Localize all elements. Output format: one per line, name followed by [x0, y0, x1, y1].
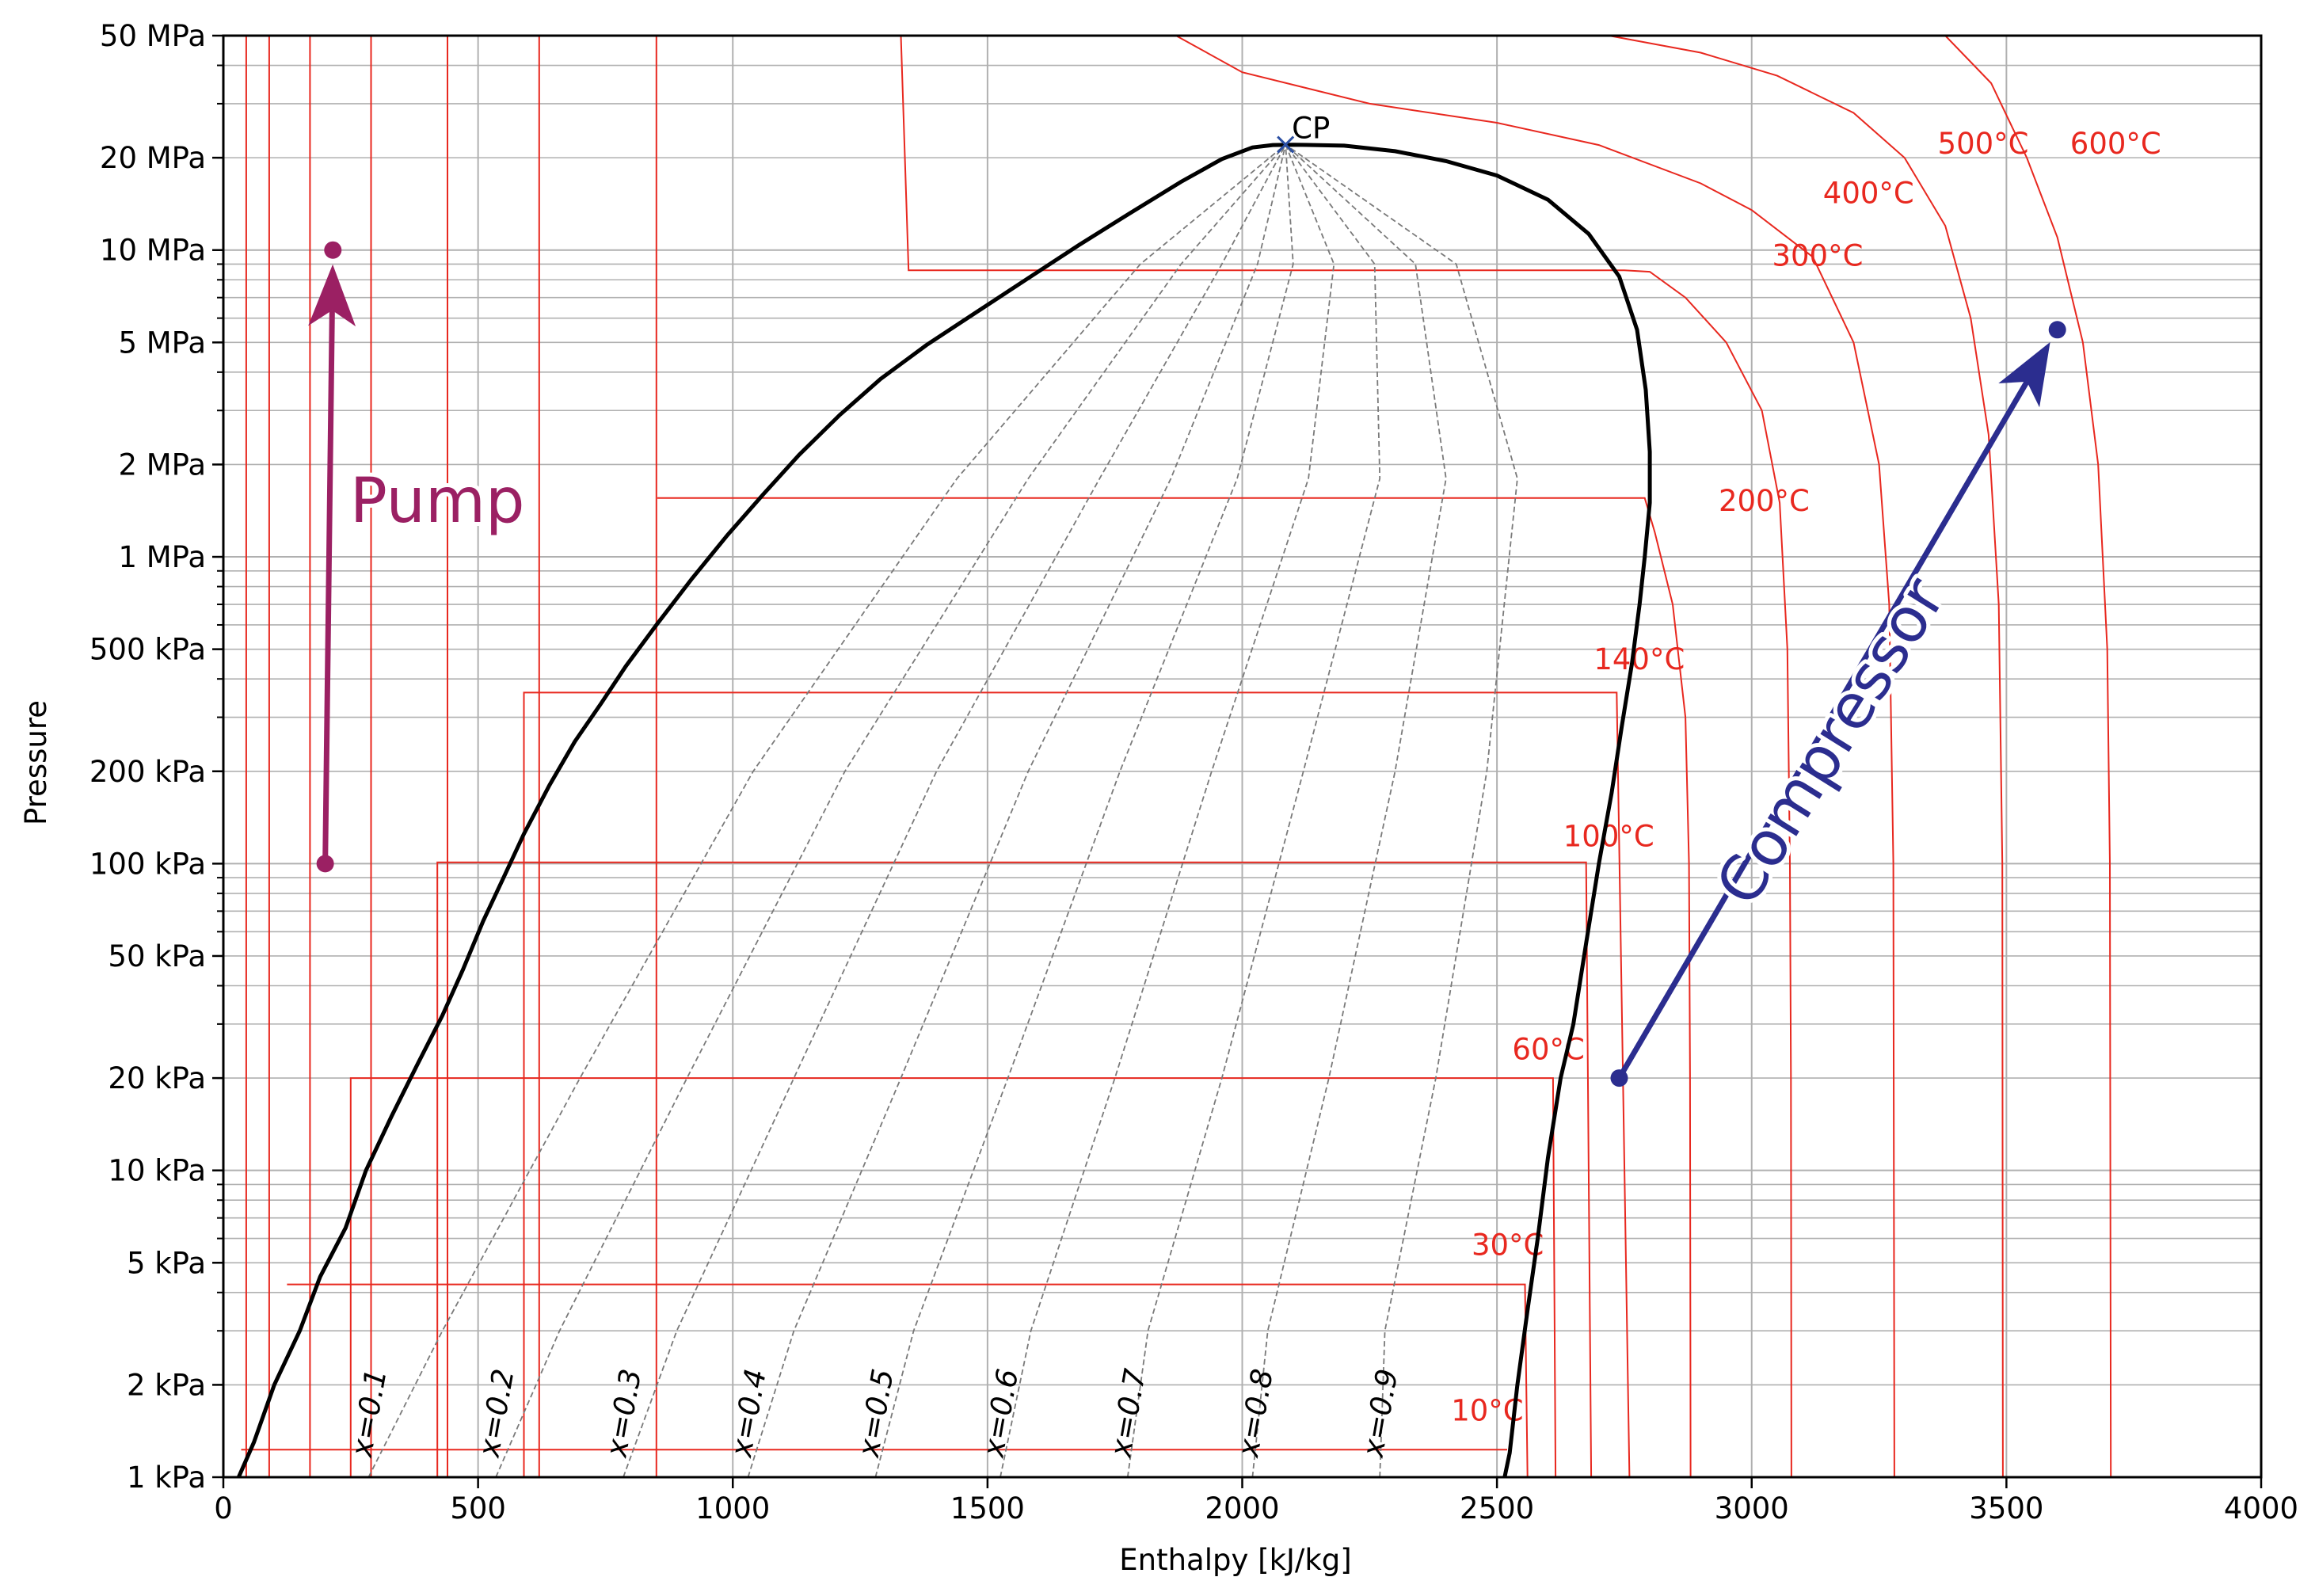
isotherm-label: 200°C — [1719, 484, 1810, 518]
x-tick-label: 0 — [214, 1491, 233, 1526]
y-tick-label: 100 kPa — [89, 847, 206, 881]
quality-label: x=0.8 — [1231, 1366, 1280, 1461]
y-tick-label: 2 kPa — [127, 1368, 206, 1402]
saturation-curve — [237, 143, 1652, 1477]
quality-label: x=0.4 — [724, 1366, 773, 1461]
y-axis-label: Pressure — [19, 700, 53, 825]
y-tick-label: 5 kPa — [127, 1246, 206, 1280]
quality-line — [999, 144, 1335, 1477]
pump-start-point — [316, 855, 334, 873]
quality-label: x=0.7 — [1103, 1366, 1152, 1461]
isotherm-label: 500°C — [1938, 127, 2029, 161]
quality-line-group — [367, 143, 1518, 1477]
critical-point-marker — [1277, 135, 1295, 154]
critical-point-label: CP — [1292, 112, 1330, 146]
y-tick-label: 200 kPa — [89, 755, 206, 789]
quality-line — [1251, 143, 1447, 1477]
compressor-arrow-head — [1998, 341, 2050, 408]
y-tick-label: 10 MPa — [100, 234, 206, 268]
x-tick-label: 3000 — [1715, 1491, 1789, 1526]
quality-label: x=0.2 — [472, 1366, 521, 1461]
x-tick-label: 1000 — [695, 1491, 770, 1526]
isotherm-label: 60°C — [1512, 1033, 1584, 1067]
isotherm-label: 400°C — [1823, 177, 1914, 211]
y-tick-label: 5 MPa — [118, 326, 206, 360]
annotations: Pump Compressor — [308, 241, 2066, 1087]
isotherm-line — [1944, 36, 2112, 1477]
grid — [223, 36, 2261, 1477]
compressor-start-point — [1610, 1069, 1628, 1087]
pump-end-point — [324, 241, 342, 259]
compressor-label: Compressor — [1703, 566, 1959, 918]
quality-line — [495, 144, 1286, 1477]
y-tick-label: 1 MPa — [118, 540, 206, 574]
isotherm-line — [287, 1283, 1529, 1477]
y-tick-label: 20 MPa — [100, 141, 206, 175]
quality-label: x=0.6 — [976, 1366, 1025, 1461]
quality-line — [367, 143, 1286, 1477]
x-axis-label: Enthalpy [kJ/kg] — [1119, 1543, 1351, 1577]
quality-label: x=0.1 — [345, 1366, 394, 1461]
axes: 0 500 1000 1500 2000 2500 3000 3500 4000 1 kPa 2 k… — [89, 19, 2298, 1526]
quality-label: x=0.3 — [599, 1366, 648, 1461]
isotherm-line — [1609, 36, 2004, 1477]
y-tick-label: 20 kPa — [108, 1061, 206, 1095]
quality-line — [623, 144, 1286, 1477]
quality-label: x=0.5 — [851, 1366, 900, 1461]
isotherm-line — [349, 1077, 1557, 1477]
compressor-end-point — [2048, 321, 2066, 339]
isotherm-label: 300°C — [1772, 238, 1863, 272]
y-tick-label: 50 kPa — [108, 939, 206, 973]
isotherm-lines — [241, 36, 2112, 1477]
quality-label: x=0.9 — [1356, 1366, 1405, 1461]
isotherm-label: 140°C — [1593, 642, 1685, 676]
x-tick-label: 4000 — [2224, 1491, 2298, 1526]
compressor-arrow-shaft — [1616, 380, 2030, 1080]
isotherm-label: 30°C — [1472, 1228, 1544, 1262]
x-tick-label: 500 — [450, 1491, 506, 1526]
isotherm-line — [523, 691, 1631, 1477]
quality-line — [747, 144, 1287, 1477]
isotherm-label: 100°C — [1563, 819, 1654, 853]
pump-arrow-shaft — [322, 310, 335, 864]
isotherm-line — [1175, 36, 1895, 1477]
pump-label: Pump — [350, 466, 525, 537]
isotherm-line — [657, 497, 1692, 1477]
y-tick-label: 500 kPa — [89, 633, 206, 667]
y-tick-label: 10 kPa — [108, 1154, 206, 1188]
x-tick-label: 2000 — [1205, 1491, 1279, 1526]
quality-line — [1285, 143, 1518, 1477]
x-tick-label: 1500 — [950, 1491, 1025, 1526]
quality-line — [1126, 144, 1381, 1477]
isotherms: 10°C30°C60°C100°C140°C200°C300°C400°C500… — [241, 36, 2161, 1477]
saturation-dome: CP — [237, 112, 1652, 1477]
y-tick-label: 1 kPa — [127, 1461, 206, 1495]
isotherm-label: 600°C — [2070, 127, 2161, 161]
pump-arrow-head — [308, 264, 356, 327]
y-tick-label: 2 MPa — [118, 448, 206, 482]
x-tick-label: 2500 — [1460, 1491, 1534, 1526]
y-tick-label: 50 MPa — [100, 19, 206, 53]
x-tick-label: 3500 — [1969, 1491, 2043, 1526]
isotherm-line — [436, 861, 1593, 1477]
quality-line — [874, 144, 1294, 1477]
isotherm-line — [900, 36, 1792, 1477]
